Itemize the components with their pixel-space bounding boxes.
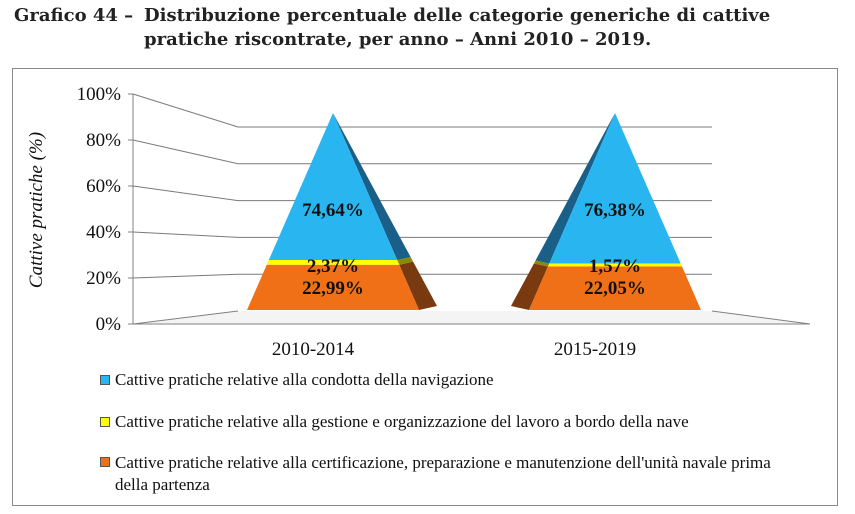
chart-title-line2: pratiche riscontrate, per anno – Anni 20… [144,29,652,50]
data-label: 22,05% [584,278,646,299]
gridline [132,93,712,128]
floor-edge-left [132,310,239,325]
pyramid-segment [268,113,398,261]
legend-swatch-orange [100,457,110,467]
pyramid-side-face [535,113,615,264]
pyramid-segment [547,263,683,267]
chart-frame [12,68,838,506]
y-tick-label: 80% [86,130,121,151]
data-label: 22,99% [302,278,364,299]
data-label: 76,38% [584,200,646,221]
pyramid-segment [549,113,681,264]
legend-item-navigation: Cattive pratiche relative alla condotta … [100,370,494,390]
data-label: 2,37% [307,256,359,277]
data-label: 1,57% [589,256,641,277]
pyramid-side-face [533,260,550,267]
chart-title: Grafico 44 – Distribuzione percentuale d… [14,4,840,52]
legend-swatch-yellow [100,417,110,427]
chart-title-line1: Distribuzione percentuale delle categori… [144,5,771,26]
pyramid-side-face [511,263,548,310]
pyramid-side-face [333,113,411,261]
x-category-label: 2010-2014 [272,339,355,360]
gridline [132,139,712,165]
pyramid-side-face [399,261,437,310]
y-axis-title: Cattive pratiche (%) [26,132,47,288]
gridline [132,185,712,202]
y-tick-label: 0% [96,314,122,335]
chart-floor [133,311,810,324]
x-category-label: 2015-2019 [554,339,636,360]
legend-item-certification: Cattive pratiche relative alla certifica… [100,452,800,496]
legend-item-work-organization: Cattive pratiche relative alla gestione … [100,412,689,432]
pyramid-segment [266,260,400,265]
pyramid-side-face [397,257,414,265]
pyramid-segment [247,264,419,310]
y-tick-label: 40% [86,222,121,243]
y-tick-label: 100% [77,84,122,105]
legend-swatch-blue [100,375,110,385]
data-label: 74,64% [302,200,364,221]
chart-title-number: Grafico 44 – [14,5,134,26]
legend-label-work-organization: Cattive pratiche relative alla gestione … [115,412,689,431]
pyramid-segment [529,266,701,310]
legend-label-navigation: Cattive pratiche relative alla condotta … [115,370,494,389]
legend-label-certification: Cattive pratiche relative alla certifica… [115,453,771,494]
floor-edge-right [711,310,811,325]
y-tick-label: 20% [86,268,121,289]
y-tick-label: 60% [86,176,121,197]
